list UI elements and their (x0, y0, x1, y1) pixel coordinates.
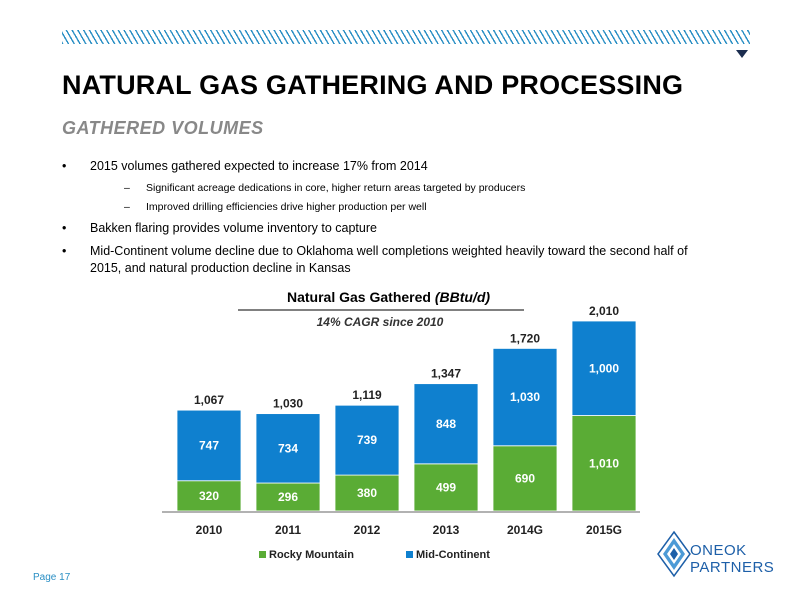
bar-rocky-mountain-2012 (334, 474, 400, 512)
total-label-2010: 1,067 (194, 393, 224, 407)
legend-swatch-rocky-mountain (259, 551, 266, 558)
chart-title: Natural Gas Gathered (BBtu/d) (287, 289, 490, 305)
x-tick-label-2012: 2012 (354, 523, 381, 537)
chart-title-main: Natural Gas Gathered (287, 289, 435, 305)
data-label-mid-continent-2014G: 1,030 (510, 390, 540, 404)
x-axis-ticks: 2010 2011 2012 2013 2014G 2015G (196, 523, 622, 537)
chart-header: Natural Gas Gathered (BBtu/d) 14% CAGR s… (238, 289, 524, 329)
sub-bullet-dash: – (124, 201, 130, 213)
sub-bullet-text: Improved drilling efficiencies drive hig… (146, 201, 427, 213)
legend-swatch-mid-continent (406, 551, 413, 558)
data-label-mid-continent-2012: 739 (357, 433, 377, 447)
total-label-2014G: 1,720 (510, 331, 540, 345)
dropdown-triangle-icon (736, 50, 748, 58)
bar-mid-continent-2013 (413, 383, 479, 465)
data-label-rocky-mountain-2013: 499 (436, 480, 456, 494)
bar-mid-continent-2015G (571, 320, 637, 416)
bullet-dot: • (62, 159, 67, 173)
page-number: Page 17 (33, 572, 71, 583)
chart-plot-area: 320 747 1,067 296 734 1,030 380 739 1,119 499 848 1… (176, 304, 637, 512)
bullet-dot: • (62, 244, 67, 258)
bullet-dot: • (62, 221, 67, 235)
chart-subtitle: 14% CAGR since 2010 (317, 315, 444, 329)
sub-bullet-text: Significant acreage dedications in core,… (146, 182, 526, 194)
data-label-mid-continent-2011: 734 (278, 441, 298, 455)
data-label-mid-continent-2015G: 1,000 (589, 361, 619, 375)
logo-wordmark: ONEOK PARTNERS (690, 542, 774, 576)
bullet-text: 2015 volumes gathered expected to increa… (90, 159, 428, 173)
legend-label-rocky-mountain: Rocky Mountain (269, 549, 354, 561)
total-label-2012: 1,119 (352, 388, 382, 402)
oneok-logo-icon (657, 530, 691, 578)
bar-rocky-mountain-2015G (571, 415, 637, 512)
bar-rocky-mountain-2011 (255, 482, 321, 512)
bar-rocky-mountain-2014G (492, 445, 558, 512)
bar-mid-continent-2012 (334, 404, 400, 476)
x-tick-label-2015G: 2015G (586, 523, 622, 537)
total-label-2015G: 2,010 (589, 304, 619, 318)
x-tick-label-2014G: 2014G (507, 523, 543, 537)
chart-legend: Rocky Mountain Mid-Continent (259, 549, 490, 561)
data-label-mid-continent-2010: 747 (199, 438, 219, 452)
data-label-rocky-mountain-2010: 320 (199, 489, 219, 503)
header-hatch-band (62, 30, 750, 44)
sub-bullet-dash: – (124, 182, 130, 194)
slide-title: NATURAL GAS GATHERING AND PROCESSING (62, 70, 684, 100)
x-tick-label-2011: 2011 (275, 523, 301, 537)
data-label-mid-continent-2013: 848 (436, 417, 456, 431)
slide-subtitle: GATHERED VOLUMES (62, 118, 264, 138)
total-label-2013: 1,347 (431, 367, 461, 381)
data-label-rocky-mountain-2014G: 690 (515, 471, 535, 485)
data-label-rocky-mountain-2015G: 1,010 (589, 456, 619, 470)
logo-line-1: ONEOK (690, 542, 747, 559)
bar-mid-continent-2011 (255, 413, 321, 484)
data-label-rocky-mountain-2011: 296 (278, 490, 298, 504)
x-tick-label-2013: 2013 (433, 523, 460, 537)
bar-rocky-mountain-2010 (176, 480, 242, 512)
legend-label-mid-continent: Mid-Continent (416, 549, 490, 561)
bar-mid-continent-2014G (492, 348, 558, 447)
bullet-text: Bakken flaring provides volume inventory… (90, 221, 377, 235)
chart-title-units: (BBtu/d) (435, 289, 491, 305)
bullet-text: Mid-Continent volume decline due to Okla… (90, 244, 688, 275)
bar-mid-continent-2010 (176, 409, 242, 482)
bar-rocky-mountain-2013 (413, 463, 479, 512)
data-label-rocky-mountain-2012: 380 (357, 486, 377, 500)
logo-line-2: PARTNERS (690, 559, 775, 576)
x-tick-label-2010: 2010 (196, 523, 223, 537)
total-label-2011: 1,030 (273, 397, 303, 411)
